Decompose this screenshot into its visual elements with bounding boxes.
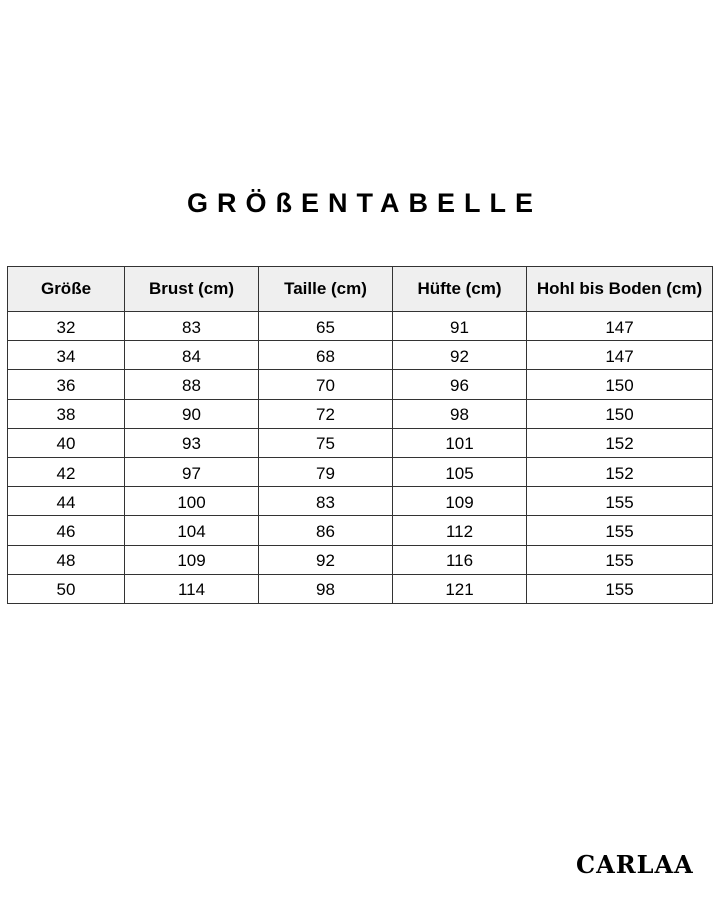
cell-size: 48 [7, 544, 125, 575]
table-row: 46 104 86 112 155 [7, 515, 713, 546]
cell-bust: 114 [124, 573, 259, 604]
cell-bust: 83 [124, 310, 259, 342]
header-waist: Taille (cm) [258, 266, 393, 312]
table-row: 44 100 83 109 155 [7, 486, 713, 517]
cell-waist: 79 [258, 456, 393, 488]
header-hip: Hüfte (cm) [392, 266, 527, 312]
cell-hollow-to-floor: 155 [526, 486, 713, 517]
cell-size: 40 [7, 427, 125, 458]
table-row: 36 88 70 96 150 [7, 369, 713, 400]
cell-bust: 84 [124, 340, 259, 371]
cell-size: 42 [7, 456, 125, 488]
cell-bust: 97 [124, 456, 259, 488]
cell-hollow-to-floor: 150 [526, 398, 713, 429]
cell-bust: 100 [124, 486, 259, 517]
cell-waist: 86 [258, 515, 393, 546]
cell-hip: 96 [392, 369, 527, 400]
size-table: Größe Brust (cm) Taille (cm) Hüfte (cm) … [7, 266, 713, 604]
cell-waist: 83 [258, 486, 393, 517]
cell-hollow-to-floor: 152 [526, 456, 713, 488]
header-size: Größe [7, 266, 125, 312]
cell-hip: 105 [392, 456, 527, 488]
cell-size: 34 [7, 340, 125, 371]
cell-hollow-to-floor: 155 [526, 515, 713, 546]
table-row: 34 84 68 92 147 [7, 340, 713, 371]
cell-size: 44 [7, 486, 125, 517]
cell-waist: 98 [258, 573, 393, 604]
cell-hip: 109 [392, 486, 527, 517]
cell-bust: 93 [124, 427, 259, 458]
cell-hip: 116 [392, 544, 527, 575]
cell-size: 36 [7, 369, 125, 400]
cell-hip: 92 [392, 340, 527, 371]
cell-bust: 109 [124, 544, 259, 575]
cell-hollow-to-floor: 147 [526, 340, 713, 371]
cell-hollow-to-floor: 152 [526, 427, 713, 458]
cell-waist: 65 [258, 310, 393, 342]
table-row: 38 90 72 98 150 [7, 398, 713, 429]
brand-logo: CARLAA [576, 850, 694, 879]
cell-hollow-to-floor: 147 [526, 310, 713, 342]
table-row: 48 109 92 116 155 [7, 544, 713, 575]
cell-size: 50 [7, 573, 125, 604]
table-row: 50 114 98 121 155 [7, 573, 713, 604]
table-row: 42 97 79 105 152 [7, 456, 713, 488]
cell-hip: 101 [392, 427, 527, 458]
cell-hip: 91 [392, 310, 527, 342]
cell-waist: 72 [258, 398, 393, 429]
table-header-row: Größe Brust (cm) Taille (cm) Hüfte (cm) … [7, 266, 713, 312]
cell-hip: 98 [392, 398, 527, 429]
header-hollow-to-floor: Hohl bis Boden (cm) [526, 266, 713, 312]
cell-waist: 68 [258, 340, 393, 371]
cell-waist: 75 [258, 427, 393, 458]
cell-size: 46 [7, 515, 125, 546]
table-row: 32 83 65 91 147 [7, 310, 713, 342]
cell-size: 32 [7, 310, 125, 342]
cell-bust: 104 [124, 515, 259, 546]
cell-waist: 70 [258, 369, 393, 400]
cell-bust: 90 [124, 398, 259, 429]
cell-hollow-to-floor: 150 [526, 369, 713, 400]
table-row: 40 93 75 101 152 [7, 427, 713, 458]
cell-bust: 88 [124, 369, 259, 400]
cell-hip: 112 [392, 515, 527, 546]
cell-hollow-to-floor: 155 [526, 573, 713, 604]
cell-waist: 92 [258, 544, 393, 575]
header-bust: Brust (cm) [124, 266, 259, 312]
cell-hollow-to-floor: 155 [526, 544, 713, 575]
cell-size: 38 [7, 398, 125, 429]
page-title: GRÖßENTABELLE [187, 188, 542, 218]
cell-hip: 121 [392, 573, 527, 604]
